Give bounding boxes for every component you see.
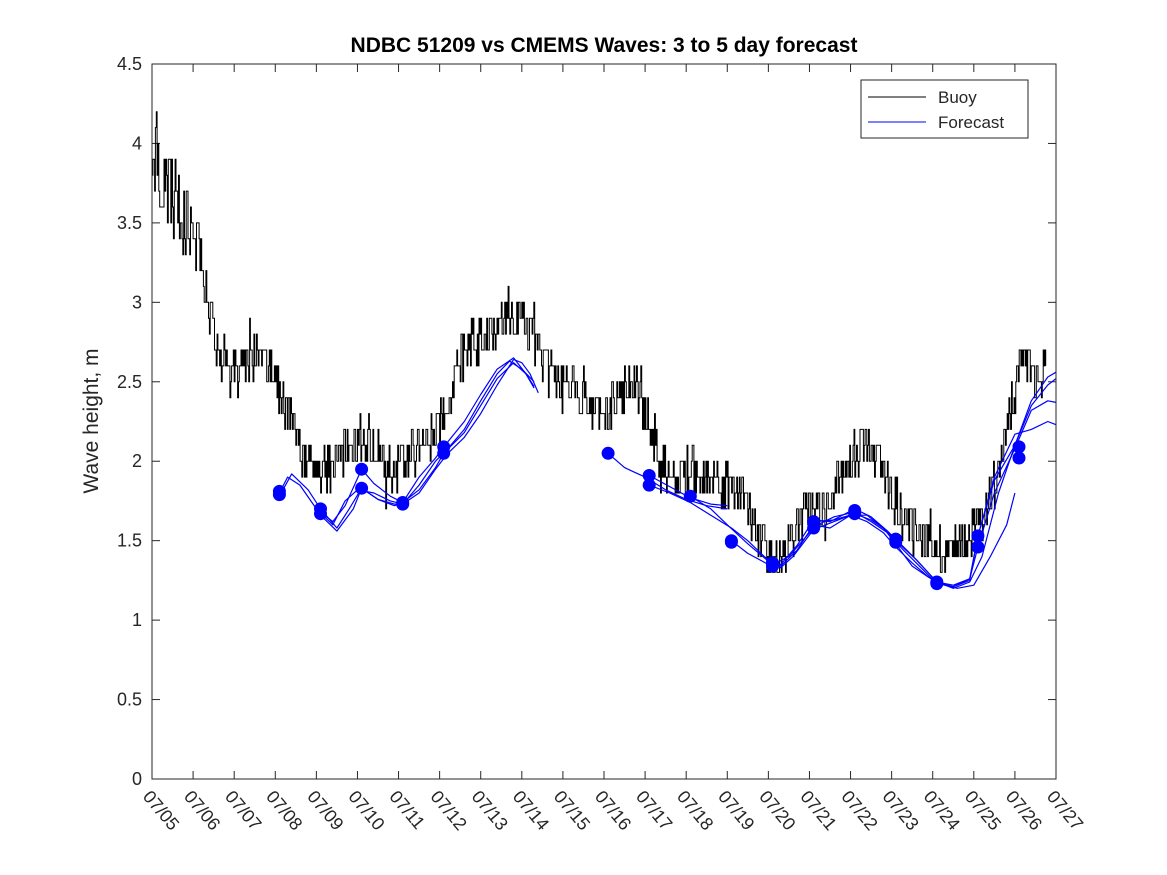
y-tick-label: 0.5	[117, 690, 142, 710]
forecast-start-marker	[971, 529, 985, 543]
forecast-start-marker	[396, 497, 410, 511]
y-axis-ticks: 0 0.5 1 1.5 2 2.5 3 3.5 4 4.5	[117, 54, 1056, 789]
buoy-series	[152, 111, 1047, 573]
plot-area	[152, 64, 1056, 779]
y-tick-label: 1.5	[117, 531, 142, 551]
forecast-start-marker	[355, 462, 369, 476]
forecast-start-marker	[601, 446, 615, 460]
plot-frame	[151, 63, 1057, 780]
forecast-start-marker	[848, 507, 862, 521]
forecast-start-marker	[1012, 440, 1026, 454]
forecast-start-marker	[807, 521, 821, 535]
forecast-line-11	[813, 371, 1057, 586]
y-tick-label: 4	[132, 133, 142, 153]
y-tick-label: 2.5	[117, 372, 142, 392]
forecast-line-4	[320, 362, 535, 532]
forecast-line-3	[320, 357, 535, 523]
forecast-start-marker	[272, 488, 286, 502]
forecast-start-marker	[889, 535, 903, 549]
forecast-start-marker	[642, 478, 656, 492]
y-axis-label: Wave height, m	[80, 348, 103, 493]
y-tick-label: 3.5	[117, 213, 142, 233]
y-tick-label: 2	[132, 451, 142, 471]
legend: Buoy Forecast	[860, 79, 1029, 139]
buoy-line	[152, 111, 1047, 573]
chart-title: NDBC 51209 vs CMEMS Waves: 3 to 5 day fo…	[351, 34, 858, 57]
y-tick-label: 4.5	[117, 54, 142, 74]
legend-box	[860, 79, 1029, 139]
y-tick-label: 0	[132, 769, 142, 789]
forecast-start-markers	[272, 440, 1026, 591]
forecast-start-marker	[971, 540, 985, 554]
forecast-start-marker	[1012, 451, 1026, 465]
forecast-start-marker	[724, 535, 738, 549]
forecast-start-marker	[314, 507, 327, 521]
forecast-start-marker	[683, 489, 697, 503]
forecast-start-marker	[355, 481, 369, 495]
forecast-start-marker	[930, 577, 944, 591]
forecast-start-marker	[642, 469, 656, 482]
y-tick-label: 1	[132, 610, 142, 630]
legend-forecast-label: Forecast	[938, 113, 1004, 132]
forecast-start-marker	[437, 446, 451, 460]
forecast-start-marker	[766, 559, 779, 573]
legend-buoy-label: Buoy	[938, 88, 977, 107]
y-tick-label: 3	[132, 292, 142, 312]
